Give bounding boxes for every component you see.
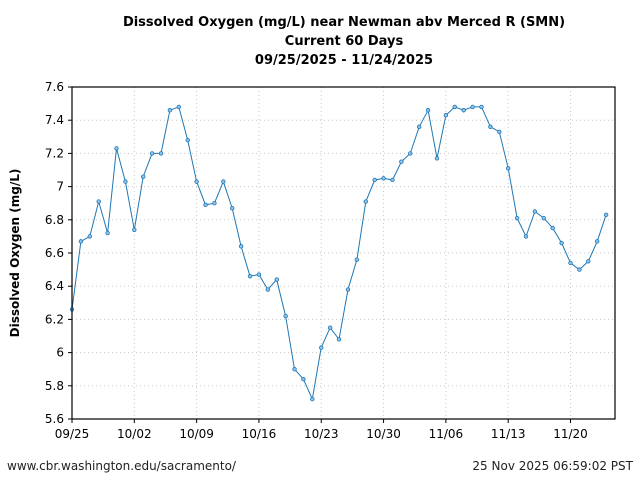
data-point (559, 240, 564, 246)
data-point (505, 166, 511, 171)
data-point (238, 244, 244, 249)
x-tick-label: 10/30 (366, 427, 401, 441)
x-tick-label: 11/20 (553, 427, 588, 441)
data-point (167, 108, 173, 113)
y-tick-label: 7.4 (45, 113, 64, 127)
data-point (345, 287, 351, 292)
data-point (488, 124, 493, 130)
data-point (114, 146, 119, 151)
y-tick-label: 6.2 (45, 312, 64, 326)
x-tick-label: 10/16 (242, 427, 277, 441)
data-point (425, 108, 431, 113)
x-tick-label: 09/25 (55, 427, 90, 441)
plot-frame (71, 86, 616, 420)
data-point (541, 215, 546, 221)
y-tick-label: 6.8 (45, 213, 64, 227)
data-point (123, 179, 128, 184)
data-point (283, 313, 288, 319)
y-axis-label: Dissolved Oxygen (mg/L) (8, 169, 22, 338)
data-point (149, 151, 155, 156)
data-point (416, 124, 422, 130)
chart-title: Dissolved Oxygen (mg/L) near Newman abv … (122, 15, 566, 30)
data-point (132, 227, 137, 232)
y-tick-label: 6.6 (45, 246, 64, 260)
data-point (390, 177, 395, 183)
data-point (514, 215, 520, 221)
data-point (408, 151, 413, 156)
x-tick-label: 10/23 (304, 427, 339, 441)
data-point (327, 325, 333, 330)
data-point (372, 177, 377, 183)
data-point (105, 230, 110, 236)
data-point (594, 239, 600, 244)
data-point (434, 156, 440, 161)
data-point (470, 104, 475, 110)
y-tick-label: 7.6 (45, 80, 64, 94)
data-point (336, 337, 342, 342)
data-point (568, 260, 573, 266)
grid (71, 86, 615, 420)
footer-timestamp: 25 Nov 2025 06:59:02 PST (472, 459, 633, 473)
data-point (452, 104, 457, 110)
data-point (194, 179, 199, 184)
x-tick-label: 11/13 (491, 427, 526, 441)
data-point (603, 212, 609, 218)
data-point (399, 159, 404, 164)
data-point (292, 367, 297, 372)
data-point (176, 104, 182, 110)
data-point (158, 151, 164, 156)
y-tick-label: 5.6 (45, 412, 64, 426)
data-point (203, 202, 208, 208)
x-tick-label: 10/09 (179, 427, 214, 441)
y-tick-label: 5.8 (45, 379, 64, 393)
data-point (301, 376, 306, 382)
data-point (87, 234, 93, 239)
data-point (577, 267, 582, 272)
data-point (256, 272, 262, 277)
y-tick-label: 7 (56, 180, 64, 194)
y-tick-label: 7.2 (45, 146, 64, 160)
data-point (319, 345, 324, 350)
data-point (461, 108, 466, 113)
data-point (363, 199, 368, 204)
data-point (141, 174, 146, 179)
data-point (381, 176, 386, 181)
data-point (247, 274, 253, 279)
data-point (310, 396, 315, 402)
data-point (354, 257, 360, 262)
chart-date-range: 09/25/2025 - 11/24/2025 (254, 53, 434, 68)
data-point (212, 200, 217, 206)
chart-subtitle: Current 60 Days (284, 34, 404, 49)
data-point (497, 129, 502, 135)
data-point (274, 277, 279, 282)
data-point (523, 234, 529, 239)
data-point (479, 104, 484, 110)
y-tick-label: 6.4 (45, 279, 64, 293)
data-point (532, 209, 538, 214)
x-tick-label: 11/06 (429, 427, 464, 441)
data-point (78, 239, 84, 244)
data-point (230, 205, 235, 211)
data-point (96, 199, 101, 204)
data-point (586, 259, 591, 264)
data-points (69, 104, 609, 402)
data-point (265, 287, 271, 292)
x-axis: 09/25 10/02 10/09 10/16 10/23 10/30 11/06 11/13… (55, 419, 588, 441)
data-point (550, 225, 555, 231)
x-tick-label: 10/02 (117, 427, 152, 441)
data-point (443, 113, 449, 118)
y-axis: 5.6 5.8 6 6.2 6.4 6.6 6.8 7 7.2 7.4 7.6 (45, 80, 72, 426)
data-point (185, 137, 190, 143)
footer-url[interactable]: www.cbr.washington.edu/sacramento/ (7, 459, 236, 473)
y-tick-label: 6 (56, 346, 64, 360)
data-point (221, 179, 226, 184)
